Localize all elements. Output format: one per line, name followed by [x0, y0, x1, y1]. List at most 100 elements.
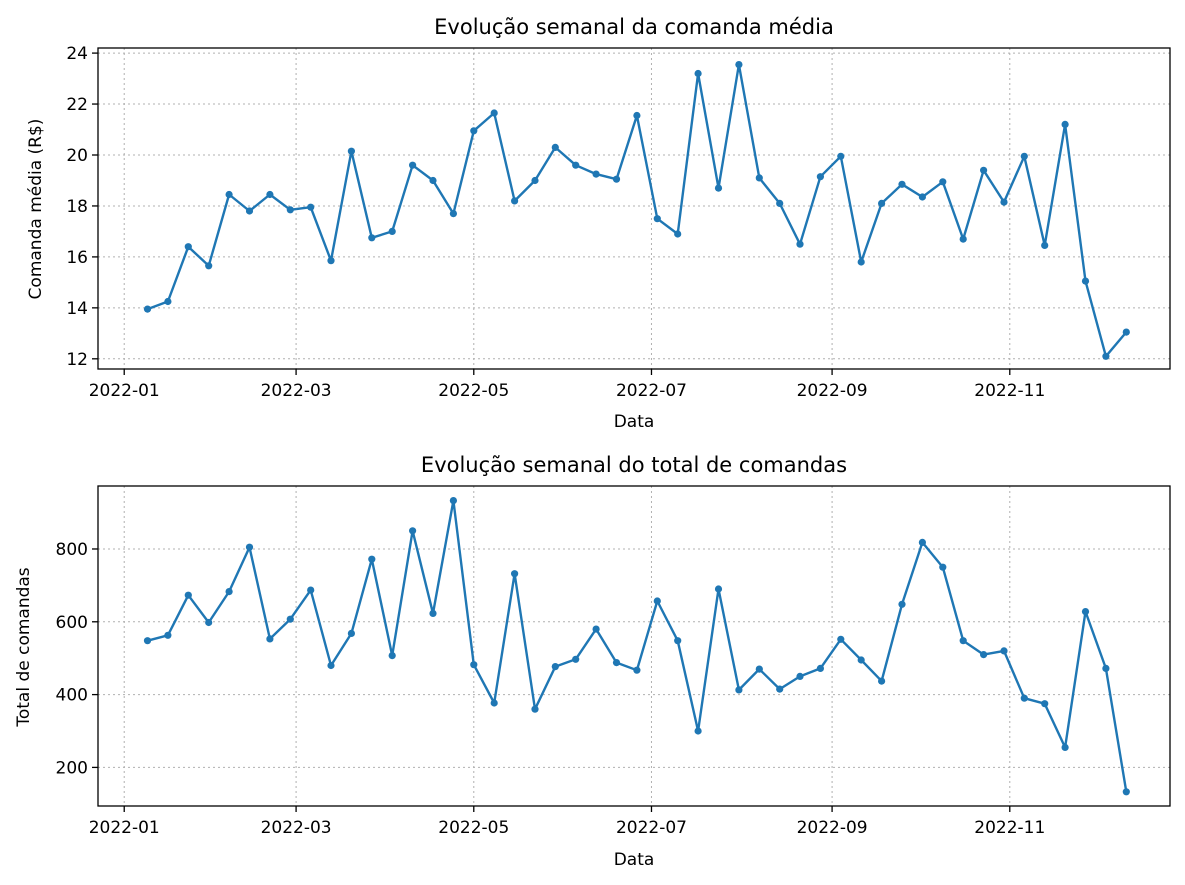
y-tick-label: 24 — [66, 44, 88, 64]
data-point — [714, 184, 723, 192]
data-point — [816, 664, 825, 673]
data-point — [980, 166, 988, 174]
data-point — [531, 705, 539, 713]
data-point — [245, 543, 254, 551]
x-tick-label: 2022-05 — [438, 381, 509, 401]
y-axis-label: Comanda média (R$) — [26, 119, 46, 300]
chart-title: Evolução semanal da comanda média — [434, 15, 834, 39]
plot-area: 2022-01 2022-03 2022-05 2022-07 2022-09 2022-… — [56, 485, 1171, 838]
plot-frame — [97, 47, 1171, 370]
data-point — [755, 174, 763, 182]
plot-area: 2022-01 2022-03 2022-05 2022-07 2022-09 2022-… — [66, 44, 1171, 401]
y-tick-label: 800 — [56, 540, 88, 560]
data-point — [572, 161, 580, 169]
y-tick-label: 20 — [66, 146, 88, 166]
data-point — [164, 631, 172, 639]
data-point — [1102, 664, 1110, 673]
data-point — [449, 210, 457, 218]
data-point — [694, 727, 702, 735]
chart-title: Evolução semanal do total de comandas — [421, 453, 847, 477]
data-point — [776, 685, 784, 693]
x-tick-label: 2022-11 — [974, 818, 1045, 838]
x-axis-label: Data — [614, 412, 655, 432]
data-point — [490, 109, 498, 117]
data-point — [633, 666, 641, 674]
data-point — [1122, 328, 1130, 336]
data-point — [1102, 352, 1110, 360]
data-point — [694, 69, 702, 78]
data-point — [409, 161, 417, 169]
x-tick-label: 2022-07 — [616, 818, 687, 838]
data-point — [572, 655, 580, 663]
x-tick-label: 2022-11 — [974, 381, 1045, 401]
x-axis-label: Data — [614, 850, 655, 870]
data-point — [286, 206, 294, 214]
data-point — [184, 243, 192, 251]
y-tick-label: 600 — [56, 613, 88, 633]
data-point — [592, 625, 600, 633]
data-point — [837, 152, 845, 160]
data-point — [1081, 608, 1090, 616]
data-point — [307, 203, 315, 211]
data-point — [225, 190, 233, 199]
data-point — [612, 659, 621, 667]
data-point — [1081, 277, 1090, 285]
data-point — [1000, 198, 1008, 206]
data-point — [409, 527, 417, 535]
data-point — [429, 176, 437, 185]
data-point — [612, 175, 621, 183]
data-point — [164, 297, 172, 306]
data-point — [592, 170, 600, 178]
plot-frame — [97, 485, 1171, 807]
data-point — [939, 178, 947, 186]
data-point — [1041, 241, 1049, 249]
data-point — [510, 197, 519, 205]
data-point — [653, 597, 661, 605]
data-point — [878, 677, 886, 685]
data-point — [980, 651, 988, 659]
data-point — [776, 199, 784, 207]
data-point — [1061, 120, 1069, 128]
data-point — [898, 600, 906, 608]
data-point — [1061, 743, 1069, 752]
y-tick-label: 200 — [56, 758, 88, 778]
data-point — [449, 497, 457, 505]
x-tick-label: 2022-03 — [261, 381, 332, 401]
x-tick-label: 2022-01 — [89, 381, 160, 401]
data-point — [531, 176, 539, 185]
data-point — [959, 637, 967, 645]
data-point — [388, 227, 396, 235]
data-point — [1000, 647, 1008, 655]
data-point — [347, 147, 355, 155]
data-point — [939, 563, 947, 571]
data-point — [1020, 694, 1028, 702]
data-point — [1020, 152, 1028, 160]
data-point — [816, 173, 825, 181]
data-point — [674, 230, 682, 238]
data-point — [347, 629, 355, 638]
x-tick-label: 2022-03 — [261, 818, 332, 838]
x-tick-label: 2022-05 — [438, 818, 509, 838]
data-point — [143, 305, 152, 313]
data-point — [755, 665, 763, 673]
data-point — [225, 588, 233, 596]
data-point — [735, 686, 743, 694]
data-point — [245, 207, 254, 215]
y-tick-label: 14 — [66, 299, 88, 319]
y-tick-label: 12 — [66, 350, 88, 370]
data-point — [184, 591, 192, 599]
data-point — [470, 127, 478, 135]
chart-comanda-media: Evolução semanal da comanda média Data C… — [26, 15, 1171, 432]
x-tick-label: 2022-01 — [89, 818, 160, 838]
data-point — [674, 637, 682, 645]
data-point — [490, 699, 498, 707]
data-point — [796, 672, 804, 681]
x-tick-label: 2022-09 — [797, 381, 868, 401]
data-point — [796, 240, 804, 248]
x-tick-label: 2022-09 — [797, 818, 868, 838]
data-point — [918, 193, 927, 201]
data-point — [388, 652, 396, 660]
data-point — [959, 235, 967, 243]
data-point — [368, 555, 376, 563]
data-point — [307, 586, 315, 594]
